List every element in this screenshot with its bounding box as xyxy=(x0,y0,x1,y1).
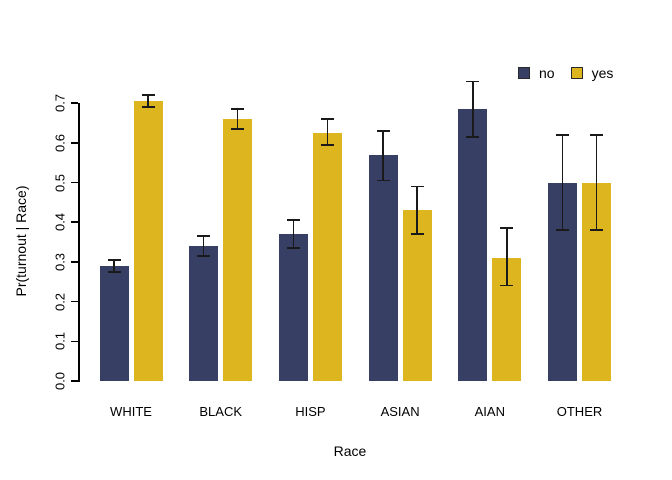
error-bar-cap xyxy=(141,94,155,96)
y-tick-mark xyxy=(71,340,78,343)
error-bar-line xyxy=(506,228,508,286)
bar-black-no xyxy=(189,246,219,381)
y-axis-title: Pr(turnout | Race) xyxy=(13,185,29,297)
x-axis-title: Race xyxy=(333,443,367,459)
y-tick-mark xyxy=(71,300,78,303)
x-category-label: OTHER xyxy=(556,404,603,419)
legend: no yes xyxy=(518,65,613,81)
error-bar-cap xyxy=(466,80,480,82)
error-bar-cap xyxy=(376,179,390,182)
bar-hisp-no xyxy=(278,234,308,381)
error-bar-cap xyxy=(590,134,603,136)
error-bar-line xyxy=(147,95,149,108)
y-tick-label: 0.5 xyxy=(52,173,68,192)
error-bar-line xyxy=(292,220,295,248)
error-bar-line xyxy=(472,81,474,137)
y-axis-line xyxy=(78,103,80,383)
error-bar-cap xyxy=(410,185,424,188)
error-bar-cap xyxy=(320,118,334,120)
error-bar-cap xyxy=(107,271,121,273)
x-category-label: BLACK xyxy=(199,404,243,419)
y-tick-label: 0.2 xyxy=(52,292,68,311)
error-bar-cap xyxy=(556,134,569,136)
error-bar-cap xyxy=(500,227,514,229)
legend-label-no: no xyxy=(539,65,555,81)
bar-asian-yes xyxy=(402,210,432,381)
error-bar-cap xyxy=(376,130,390,132)
x-category-label: WHITE xyxy=(110,404,152,419)
error-bar-line xyxy=(382,130,384,181)
error-bar-cap xyxy=(410,233,424,235)
y-tick-mark xyxy=(71,102,78,104)
bar-aian-no xyxy=(458,109,488,381)
error-bar-cap xyxy=(500,284,514,287)
y-tick-mark xyxy=(71,142,78,144)
error-bar-line xyxy=(416,186,418,235)
error-bar-cap xyxy=(107,259,121,261)
bar-white-no xyxy=(99,265,129,381)
bar-asian-no xyxy=(368,154,398,381)
error-bar-line xyxy=(326,118,329,145)
error-bar-cap xyxy=(197,255,211,257)
y-tick-label: 0.1 xyxy=(52,332,68,351)
legend-item-yes: yes xyxy=(570,65,614,81)
error-bar-cap xyxy=(231,128,245,130)
error-bar-cap xyxy=(197,235,211,237)
error-bar-cap xyxy=(590,229,603,231)
legend-item-no: no xyxy=(518,65,555,81)
y-tick-label: 0.0 xyxy=(52,371,68,391)
bar-white-yes xyxy=(133,101,163,381)
x-category-label: ASIAN xyxy=(380,404,420,419)
legend-label-yes: yes xyxy=(591,65,614,81)
y-tick-label: 0.7 xyxy=(52,94,68,113)
error-bar-cap xyxy=(320,144,334,146)
x-category-label: AIAN xyxy=(474,404,505,419)
error-bar-line xyxy=(236,109,239,129)
error-bar-cap xyxy=(141,106,155,108)
y-tick-mark xyxy=(71,181,78,184)
error-bar-line xyxy=(202,236,205,256)
y-tick-label: 0.3 xyxy=(52,252,68,271)
y-tick-mark xyxy=(71,380,78,382)
error-bar-line xyxy=(113,259,115,272)
bar-hisp-yes xyxy=(312,132,342,381)
error-bar-cap xyxy=(556,229,569,231)
legend-swatch-no xyxy=(518,67,530,79)
error-bar-cap xyxy=(286,247,300,249)
y-tick-mark xyxy=(71,221,78,223)
x-category-label: HISP xyxy=(295,404,326,419)
error-bar-cap xyxy=(466,136,480,138)
y-tick-label: 0.4 xyxy=(52,213,68,232)
error-bar-cap xyxy=(286,219,300,221)
y-tick-mark xyxy=(71,261,78,263)
error-bar-cap xyxy=(231,108,245,110)
legend-swatch-yes xyxy=(570,67,583,79)
y-tick-label: 0.6 xyxy=(52,133,68,152)
bar-black-yes xyxy=(223,118,253,381)
error-bar-line xyxy=(595,134,598,231)
error-bar-line xyxy=(561,134,564,231)
